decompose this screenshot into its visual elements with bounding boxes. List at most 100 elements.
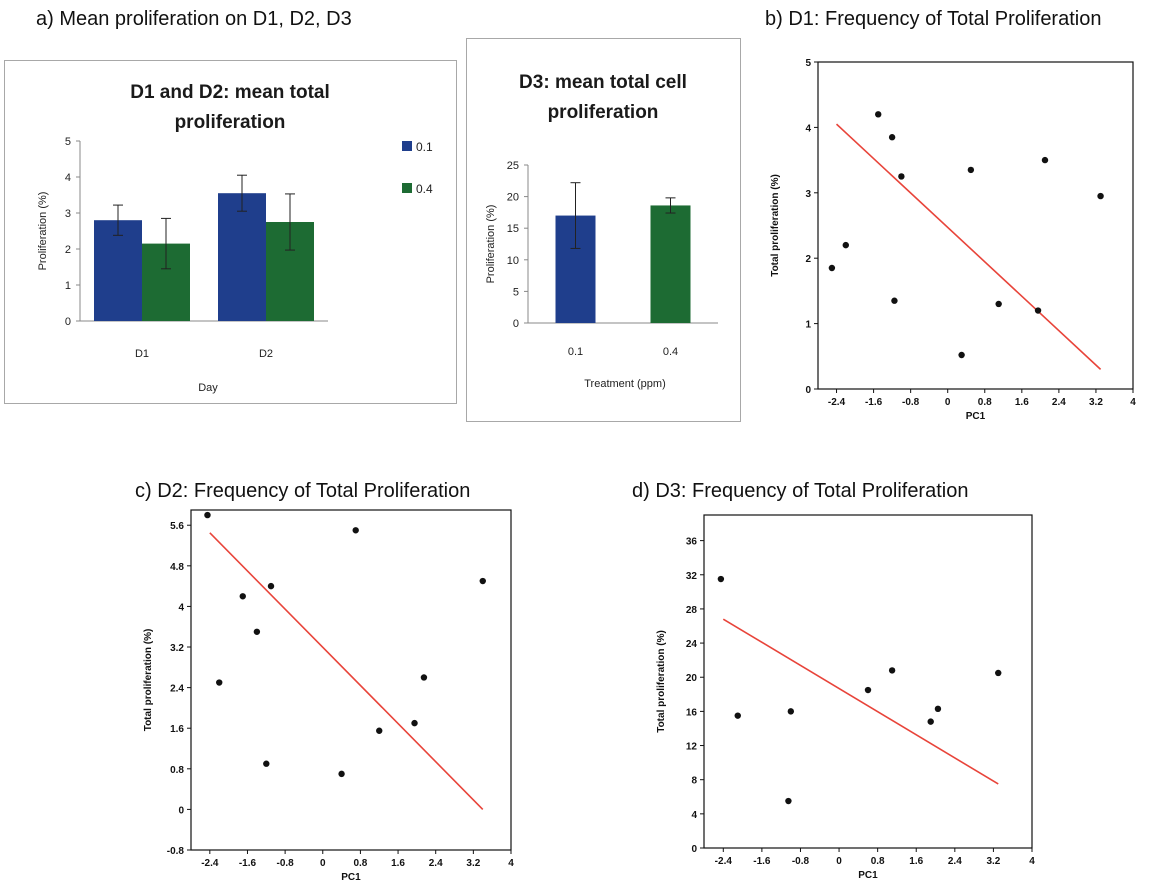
y-tick-label-d: 12 xyxy=(686,742,698,753)
data-point-d xyxy=(785,797,792,805)
bar-a2-0.4 xyxy=(650,205,691,323)
data-point-b xyxy=(1041,156,1049,164)
x-tick-label-d: -0.8 xyxy=(792,856,810,867)
heading-a: a) Mean proliferation on D1, D2, D3 xyxy=(36,8,352,30)
x-tick-label-b: 4 xyxy=(1130,397,1136,408)
x-tick-label-a2: 0.4 xyxy=(663,346,678,358)
x-tick-label-c: -1.6 xyxy=(239,858,257,869)
x-tick-label-c: 2.4 xyxy=(429,858,443,869)
data-point-b xyxy=(888,134,896,141)
data-point-c xyxy=(267,582,275,590)
data-point-b xyxy=(1034,307,1042,314)
data-point-b xyxy=(875,111,882,118)
y-tick-label-c: 2.4 xyxy=(170,684,184,695)
data-point-b xyxy=(891,297,898,304)
y-tick-label-a1: 4 xyxy=(65,172,71,184)
chart-title-a2-line2: proliferation xyxy=(548,102,659,123)
chart-title-a1-line1: D1 and D2: mean total xyxy=(130,82,330,103)
y-axis-label-d: Total proliferation (%) xyxy=(656,630,667,733)
x-tick-label-c: -2.4 xyxy=(201,858,219,869)
chart-title-a1-line2: proliferation xyxy=(175,112,286,133)
x-tick-label-a1: D2 xyxy=(259,348,273,360)
x-tick-label-b: -0.8 xyxy=(902,397,920,408)
x-axis-label-b: PC1 xyxy=(966,411,986,422)
y-tick-label-b: 5 xyxy=(805,58,811,69)
x-tick-label-d: 4 xyxy=(1029,856,1035,867)
legend-label-0.4: 0.4 xyxy=(416,182,433,196)
x-tick-label-c: 1.6 xyxy=(391,858,405,869)
data-point-b xyxy=(842,241,849,249)
x-tick-label-d: -1.6 xyxy=(753,856,771,867)
x-tick-label-c: 4 xyxy=(508,858,514,869)
y-axis-label-a2: Proliferation (%) xyxy=(485,205,497,284)
heading-b: b) D1: Frequency of Total Proliferation xyxy=(765,8,1102,30)
y-tick-label-a2: 20 xyxy=(507,192,519,204)
x-tick-label-b: 2.4 xyxy=(1052,397,1066,408)
data-point-d xyxy=(995,669,1002,677)
data-point-b xyxy=(898,173,905,180)
y-tick-label-a1: 3 xyxy=(65,208,71,220)
data-point-d xyxy=(888,667,896,674)
data-point-b xyxy=(995,300,1002,308)
y-tick-label-c: 5.6 xyxy=(170,521,184,532)
x-tick-label-d: 1.6 xyxy=(909,856,923,867)
y-tick-label-b: 1 xyxy=(805,320,811,331)
y-tick-label-b: 0 xyxy=(805,385,811,396)
data-point-d xyxy=(927,718,934,725)
fit-line-c xyxy=(209,532,484,810)
y-tick-label-a2: 10 xyxy=(507,255,519,267)
data-point-d xyxy=(787,708,795,715)
x-tick-label-c: 3.2 xyxy=(466,858,480,869)
data-point-b xyxy=(967,166,975,174)
x-tick-label-b: 0.8 xyxy=(978,397,992,408)
y-tick-label-c: 4.8 xyxy=(170,562,184,573)
y-tick-label-d: 0 xyxy=(691,844,697,855)
y-tick-label-b: 4 xyxy=(805,123,811,134)
data-point-c xyxy=(263,760,270,767)
y-tick-label-d: 32 xyxy=(686,571,698,582)
bar-a1-D1-0.1 xyxy=(94,220,142,321)
data-point-c xyxy=(216,679,223,686)
y-tick-label-a1: 0 xyxy=(65,316,71,328)
x-tick-label-d: 0.8 xyxy=(871,856,885,867)
data-point-c xyxy=(352,527,359,534)
bar-a1-D2-0.1 xyxy=(218,193,266,321)
fit-line-b xyxy=(835,123,1102,370)
x-tick-label-d: 2.4 xyxy=(948,856,962,867)
x-tick-label-d: 3.2 xyxy=(986,856,1000,867)
data-point-c xyxy=(239,593,246,600)
y-tick-label-d: 20 xyxy=(686,673,698,684)
y-tick-label-d: 8 xyxy=(691,776,697,787)
panel-a2-frame xyxy=(466,38,741,422)
x-tick-label-d: -2.4 xyxy=(715,856,733,867)
data-point-c xyxy=(338,770,345,778)
x-tick-label-b: 1.6 xyxy=(1015,397,1029,408)
x-axis-label-d: PC1 xyxy=(858,870,878,881)
x-tick-label-c: -0.8 xyxy=(277,858,295,869)
y-tick-label-c: 0.8 xyxy=(170,765,184,776)
y-tick-label-d: 36 xyxy=(686,537,698,548)
y-tick-label-a2: 0 xyxy=(513,318,519,330)
y-tick-label-b: 2 xyxy=(805,254,811,265)
x-tick-label-c: 0.8 xyxy=(353,858,367,869)
legend-swatch-0.4 xyxy=(402,183,412,193)
y-tick-label-a1: 1 xyxy=(65,280,71,292)
y-axis-label-a1: Proliferation (%) xyxy=(37,192,49,271)
x-tick-label-d: 0 xyxy=(836,856,842,867)
x-tick-label-b: -1.6 xyxy=(865,397,883,408)
data-point-c xyxy=(479,577,486,585)
data-point-b xyxy=(828,264,836,272)
plot-frame-b xyxy=(817,61,1134,390)
x-axis-label-a2: Treatment (ppm) xyxy=(584,378,666,390)
x-tick-label-b: -2.4 xyxy=(828,397,846,408)
y-tick-label-c: 3.2 xyxy=(170,643,184,654)
fit-line-d xyxy=(722,618,999,785)
data-point-c xyxy=(376,727,383,734)
x-tick-label-c: 0 xyxy=(320,858,326,869)
chart-title-a2-line1: D3: mean total cell xyxy=(519,72,687,93)
y-axis-label-c: Total proliferation (%) xyxy=(143,629,154,732)
y-tick-label-c: 4 xyxy=(178,602,184,613)
data-point-d xyxy=(717,575,725,583)
y-tick-label-a2: 5 xyxy=(513,286,519,298)
data-point-c xyxy=(204,511,211,519)
